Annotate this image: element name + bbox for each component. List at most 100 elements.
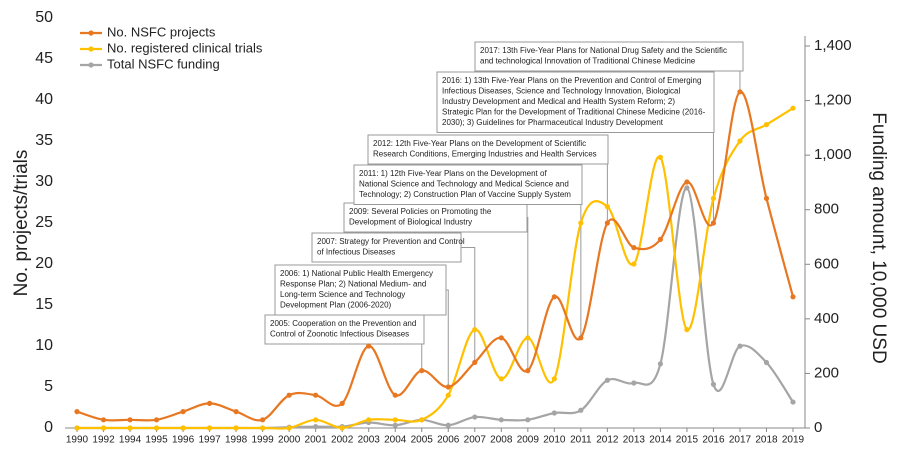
annotation-text: Technology; 2) Construction Plan of Vacc… — [359, 190, 571, 199]
data-point — [604, 204, 610, 210]
data-point — [153, 425, 160, 431]
data-point — [260, 417, 266, 423]
y-tick-label: 5 — [44, 378, 53, 395]
x-tick-label: 2014 — [649, 435, 672, 446]
data-point — [763, 122, 770, 128]
x-tick-label: 2008 — [490, 435, 513, 446]
data-point — [737, 138, 743, 144]
legend-marker — [88, 46, 94, 52]
legend-label: Total NSFC funding — [107, 56, 220, 71]
annotation-text: Industry Development and Medical and Hea… — [442, 97, 675, 106]
y-tick-label: 40 — [35, 91, 53, 108]
x-tick-label: 1990 — [66, 435, 89, 446]
data-point — [551, 410, 557, 416]
data-point — [631, 380, 637, 386]
annotation-text: National Science and Technology and Medi… — [359, 180, 569, 189]
y-tick-label: 45 — [35, 50, 53, 67]
x-tick-label: 2011 — [570, 435, 592, 446]
annotation-text: 2009: Several Policies on Promoting the — [349, 207, 492, 216]
data-point — [445, 392, 451, 398]
data-point — [525, 335, 531, 341]
data-point — [419, 417, 425, 423]
data-point — [657, 154, 664, 160]
data-point — [578, 407, 584, 413]
data-point — [710, 381, 717, 387]
data-point — [604, 377, 610, 383]
annotation-box — [436, 71, 715, 133]
annotation-text: Long-term Science and Technology — [280, 290, 405, 299]
data-point — [631, 261, 637, 267]
data-point — [684, 179, 690, 185]
annotation-text: Research Conditions, Emerging Industries… — [373, 150, 597, 159]
data-point — [339, 400, 345, 406]
annotation-text: Development of Biological Industry — [349, 218, 472, 227]
legend-marker — [88, 30, 94, 36]
x-tick-label: 2004 — [384, 435, 407, 446]
data-point — [684, 327, 690, 333]
y-tick-label: 25 — [35, 214, 53, 231]
data-point — [737, 89, 743, 95]
x-tick-label: 1992 — [92, 435, 115, 446]
data-point — [74, 409, 80, 415]
data-point — [525, 417, 531, 423]
data-point — [100, 417, 107, 423]
data-point — [472, 327, 478, 333]
data-point — [551, 294, 557, 300]
annotation-text: 2016: 1) 13th Five-Year Plans on the Pre… — [442, 76, 701, 85]
x-tick-label: 2016 — [702, 435, 725, 446]
annotation-text: 2006: 1) National Public Health Emergenc… — [280, 269, 433, 278]
leader-line — [446, 289, 449, 387]
y-tick-label: 30 — [35, 173, 53, 190]
annotation-text: 2017: 13th Five-Year Plans for National … — [480, 46, 727, 55]
x-tick-label: 2000 — [278, 435, 301, 446]
data-point — [392, 417, 398, 423]
annotation-box — [353, 164, 583, 205]
y2-tick-label: 600 — [814, 255, 839, 272]
annotation-text: and technological Innovation of Traditio… — [480, 57, 696, 66]
y-tick-label: 20 — [35, 255, 53, 272]
x-tick-label: 2015 — [676, 435, 699, 446]
data-point — [233, 409, 239, 415]
data-point — [604, 220, 610, 226]
data-point — [233, 425, 239, 431]
y2-tick-label: 0 — [814, 419, 822, 436]
y-tick-label: 0 — [44, 419, 53, 436]
y-tick-label: 50 — [35, 9, 53, 26]
data-point — [445, 422, 451, 428]
y-tick-label: 15 — [35, 296, 53, 313]
data-point — [419, 368, 425, 374]
x-tick-label: 2006 — [437, 435, 460, 446]
data-point — [286, 392, 292, 398]
annotation-text: Strategic Plan for the Development of Tr… — [442, 108, 706, 117]
data-point — [631, 245, 637, 251]
annotation-text: 2005: Cooperation on the Prevention and — [270, 319, 416, 328]
annotation-box — [311, 232, 462, 263]
y-tick-label: 35 — [35, 132, 53, 149]
x-tick-label: 1994 — [119, 435, 142, 446]
annotation-box — [367, 134, 609, 165]
x-tick-label: 2018 — [755, 435, 778, 446]
data-point — [74, 425, 80, 431]
x-tick-label: 2010 — [543, 435, 566, 446]
data-point — [737, 343, 743, 349]
annotation-box — [274, 264, 447, 316]
annotation-text: 2012: 12th Five-Year Plans on the Develo… — [373, 139, 586, 148]
data-point — [578, 220, 584, 226]
data-point — [525, 368, 531, 374]
data-point — [763, 359, 770, 366]
data-point — [127, 425, 133, 431]
data-point — [206, 425, 213, 431]
x-tick-label: 2002 — [331, 435, 354, 446]
y2-tick-label: 1,000 — [814, 146, 852, 163]
leader-line — [527, 217, 529, 371]
data-point — [578, 335, 584, 341]
data-point — [313, 424, 319, 430]
x-tick-label: 2013 — [623, 435, 646, 446]
data-point — [710, 220, 717, 226]
x-tick-label: 2001 — [305, 435, 328, 446]
leader-line — [580, 184, 582, 338]
x-tick-label: 2007 — [464, 435, 487, 446]
data-point — [498, 335, 504, 341]
annotation-text: Development Plan (2006-2020) — [280, 301, 392, 310]
